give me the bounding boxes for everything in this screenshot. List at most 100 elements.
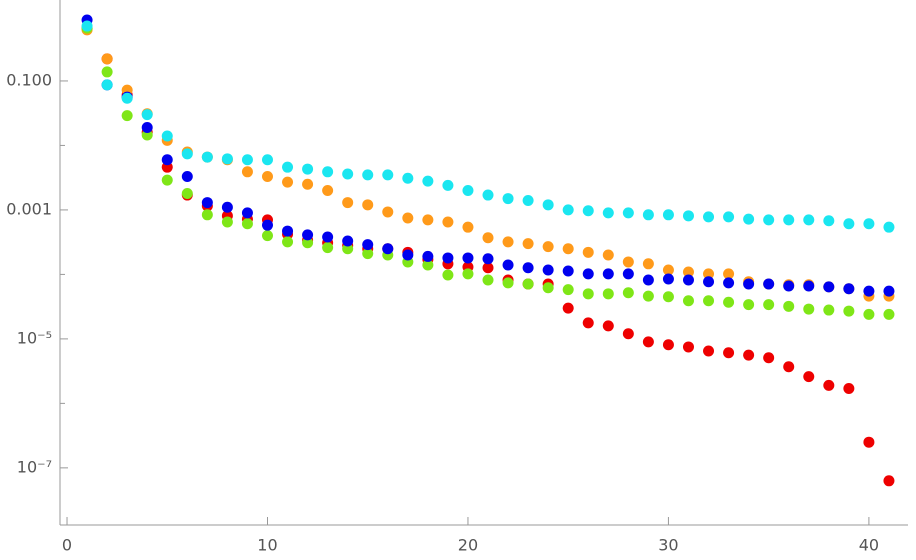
point [422,214,434,226]
point [542,264,554,276]
point [542,199,554,211]
point [883,221,895,233]
point [803,214,815,226]
point [422,175,434,187]
point [101,53,113,65]
point [682,266,694,278]
point [221,153,233,165]
point [522,238,534,250]
point [121,92,133,104]
point [682,274,694,286]
point [703,276,715,288]
point [803,371,815,383]
point [502,259,514,271]
point [823,215,835,227]
point [662,291,674,303]
point [342,243,354,255]
point [783,300,795,312]
point [482,189,494,201]
point [181,148,193,160]
point [322,185,334,197]
point [141,121,153,133]
point [522,278,534,290]
point [101,79,113,91]
point [382,206,394,218]
point [763,299,775,311]
point [582,317,594,329]
point [723,296,735,308]
y-tick-label: 10⁻⁷ [17,457,52,476]
point [883,475,895,487]
point [642,209,654,221]
x-tick-label: 30 [658,536,678,555]
point [562,265,574,277]
point [682,295,694,307]
point [261,230,273,242]
point [582,205,594,217]
x-tick-label: 20 [458,536,478,555]
point [843,305,855,317]
point [342,235,354,247]
point [241,207,253,219]
point [883,285,895,297]
point [582,246,594,258]
y-tick-label: 0.100 [6,70,52,89]
point [783,214,795,226]
point [863,218,875,230]
point [161,174,173,186]
point [642,274,654,286]
point [302,237,314,249]
point [522,194,534,206]
point [402,172,414,184]
y-tick-label: 10⁻⁵ [17,328,52,347]
point [282,161,294,173]
point [622,287,634,299]
point [302,229,314,241]
point [502,236,514,248]
point [743,299,755,311]
point [743,349,755,361]
point [843,218,855,230]
point [743,213,755,225]
point [823,379,835,391]
point [582,288,594,300]
point [723,268,735,280]
point [181,187,193,199]
point [703,268,715,280]
point [602,288,614,300]
point [442,252,454,264]
point [342,197,354,209]
point [261,219,273,231]
point [642,258,654,270]
point [81,20,93,32]
point [282,176,294,188]
point [342,168,354,180]
point [261,170,273,182]
point [462,252,474,264]
point [402,212,414,224]
point [221,201,233,213]
point [783,280,795,292]
point [201,151,213,163]
point [662,339,674,351]
point [241,218,253,230]
point [783,361,795,373]
point [723,277,735,289]
point [542,282,554,294]
point [362,239,374,251]
point [763,278,775,290]
point [682,210,694,222]
point [803,303,815,315]
point [502,193,514,205]
point [322,166,334,178]
point [703,211,715,223]
point [562,204,574,216]
point [723,211,735,223]
point [763,214,775,226]
point [823,281,835,293]
x-tick-label: 0 [62,536,72,555]
point [622,268,634,280]
point [763,352,775,364]
